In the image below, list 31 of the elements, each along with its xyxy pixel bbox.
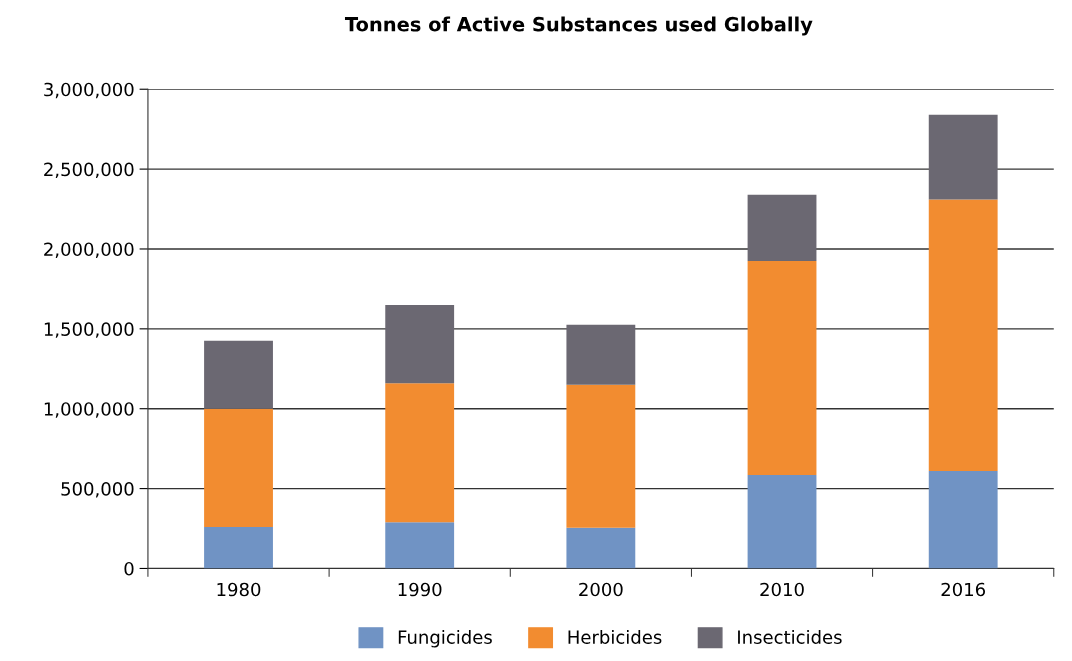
x-tick-label: 2016 xyxy=(941,582,986,597)
y-tick-label: 2,500,000 xyxy=(44,162,134,179)
bar xyxy=(566,324,636,385)
x-tick-label: 2000 xyxy=(579,582,623,597)
bar xyxy=(928,199,998,472)
bar xyxy=(747,475,817,569)
bar xyxy=(385,304,455,384)
x-tick-label: 1980 xyxy=(217,582,261,597)
bar xyxy=(747,260,817,476)
y-tick-label: 2,000,000 xyxy=(44,242,134,258)
bar xyxy=(747,194,817,261)
bar xyxy=(385,383,455,523)
legend-label: Fungicides xyxy=(398,630,492,648)
bar xyxy=(928,471,998,569)
bar xyxy=(204,526,273,569)
bar xyxy=(928,114,998,200)
bar xyxy=(566,527,636,569)
bar xyxy=(204,408,273,527)
chart-title: Tonnes of Active Substances used Globally xyxy=(344,16,813,36)
y-tick-label: 3,000,000 xyxy=(44,82,134,99)
y-tick-label: 1,500,000 xyxy=(44,322,134,338)
y-tick-label: 500,000 xyxy=(61,482,134,498)
legend-label: Insecticides xyxy=(738,630,842,644)
x-tick-label: 2010 xyxy=(760,582,804,597)
y-tick-label: 1,000,000 xyxy=(44,402,134,418)
bar xyxy=(566,384,636,528)
x-tick-label: 1990 xyxy=(398,582,442,597)
legend-label: Herbicides xyxy=(568,630,662,644)
bar xyxy=(204,340,273,409)
y-tick-label: 0 xyxy=(124,561,134,576)
bar xyxy=(385,522,455,569)
